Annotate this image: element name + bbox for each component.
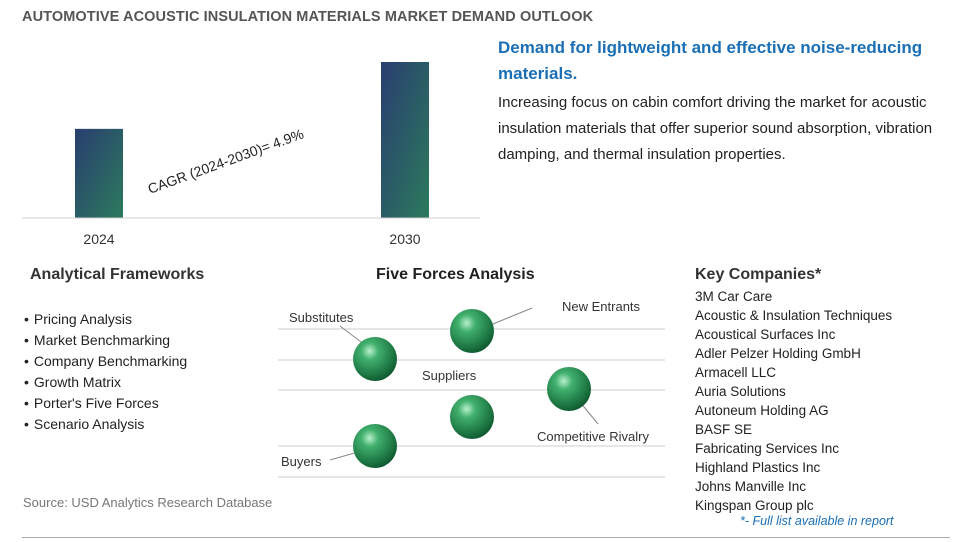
connector-line [339,325,366,346]
bar-chart: 2024 2030 CAGR (2024-2030)= 4.9% [22,62,480,247]
source-note: Source: USD Analytics Research Database [23,495,273,510]
list-item: Fabricating Services Inc [695,441,840,456]
list-item: BASF SE [695,422,753,437]
list-item: Adler Pelzer Holding GmbH [695,346,861,361]
connector-line [329,451,359,461]
list-item: Highland Plastics Inc [695,460,821,475]
competitive-rivalry-label: Competitive Rivalry [537,429,649,444]
five-forces-diagram: Substitutes New Entrants Suppliers Compe… [278,299,665,478]
list-item: Porter's Five Forces [24,393,187,414]
list-item: Pricing Analysis [24,309,187,330]
list-item: Company Benchmarking [24,351,187,372]
page-title: AUTOMOTIVE ACOUSTIC INSULATION MATERIALS… [22,9,594,25]
bar-2024 [75,128,123,218]
full-list-note: *- Full list available in report [740,514,894,528]
list-item: Growth Matrix [24,372,187,393]
competitive-rivalry-sphere [547,367,591,411]
description: Increasing focus on cabin comfort drivin… [498,94,933,163]
frameworks-heading: Analytical Frameworks [30,266,205,283]
bottom-divider [22,537,950,538]
list-item: Kingspan Group plc [695,498,814,513]
x-tick-label: 2030 [389,231,420,247]
frameworks-list: Pricing Analysis Market Benchmarking Com… [24,309,187,435]
key-companies-list: 3M Car Care Acoustic & Insulation Techni… [695,287,892,515]
new-entrants-label: New Entrants [562,299,641,314]
list-item: 3M Car Care [695,289,773,304]
suppliers-sphere [450,395,494,439]
x-tick-label: 2024 [83,231,114,247]
five-forces-heading: Five Forces Analysis [376,266,535,283]
list-item: Market Benchmarking [24,330,187,351]
list-item: Acoustical Surfaces Inc [695,327,836,342]
suppliers-label: Suppliers [422,368,477,383]
headline: Demand for lightweight and effective noi… [498,38,923,83]
list-item: Auria Solutions [695,384,786,399]
list-item: Armacell LLC [695,365,777,380]
list-item: Scenario Analysis [24,414,187,435]
substitutes-sphere [353,337,397,381]
key-companies-heading: Key Companies* [695,266,822,283]
new-entrants-sphere [450,309,494,353]
bar-2030 [381,62,429,218]
buyers-label: Buyers [281,454,322,469]
list-item: Johns Manville Inc [695,479,807,494]
buyers-sphere [353,424,397,468]
list-item: Autoneum Holding AG [695,403,829,418]
connector-line [487,307,533,327]
list-item: Acoustic & Insulation Techniques [695,308,893,323]
cagr-annotation: CAGR (2024-2030)= 4.9% [146,125,306,196]
substitutes-label: Substitutes [289,310,354,325]
